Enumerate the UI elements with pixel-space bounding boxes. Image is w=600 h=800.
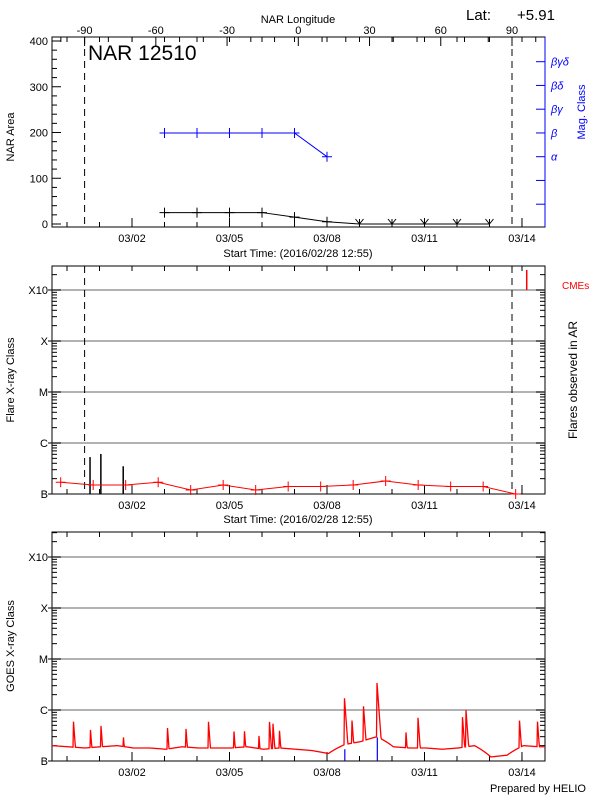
plot-frame	[51, 531, 546, 762]
panel1-y2label: Mag. Class	[576, 84, 588, 140]
flare-class-point	[380, 475, 391, 486]
y-tick-label: M	[39, 654, 48, 666]
y-tick-label: M	[39, 387, 48, 399]
x-tick-label: 03/11	[411, 500, 438, 512]
longitude-tick-label: 0	[295, 25, 301, 37]
longitude-tick-label: 30	[363, 25, 375, 37]
flare-class-point	[348, 480, 359, 491]
flare-class-point	[413, 480, 424, 491]
mag-class-point	[192, 127, 202, 138]
area-point-zero	[485, 218, 494, 225]
mag-class-point	[321, 151, 332, 162]
longitude-tick-label: 90	[506, 25, 518, 37]
area-point	[256, 207, 267, 218]
mag-class-label: βγδ	[550, 57, 570, 69]
mag-class-label: βγ	[550, 104, 564, 116]
y-tick-label: X10	[28, 285, 48, 297]
longitude-tick-label: -90	[77, 25, 93, 37]
flare-class-point	[153, 477, 164, 488]
flare-class-point	[120, 480, 131, 491]
y-tick-label: B	[41, 489, 48, 501]
area-point-zero	[452, 218, 462, 225]
x-tick-label: 03/14	[508, 500, 536, 512]
mag-class-label: βδ	[550, 80, 564, 92]
mag-class-point	[224, 127, 235, 138]
flare-class-point	[445, 481, 456, 492]
panel2-ylabel: Flare X-ray Class	[5, 337, 17, 422]
panel1-xlabel: Start Time: (2016/02/28 12:55)	[223, 248, 372, 260]
cme-label: CMEs	[562, 281, 589, 292]
y-tick-label: C	[40, 438, 48, 450]
area-point	[289, 212, 300, 223]
flare-class-point	[55, 477, 66, 488]
longitude-tick-label: 60	[435, 25, 447, 37]
area-point	[192, 207, 202, 218]
lat-label: Lat:	[466, 7, 491, 24]
region-title: NAR 12510	[88, 42, 197, 65]
panel2-y2label: Flares observed in AR	[566, 321, 580, 439]
flare-class-point	[88, 480, 99, 491]
longitude-tick-label: -30	[219, 25, 235, 37]
panel1-ylabel: NAR Area	[5, 112, 17, 162]
longitude-tick-label: -60	[148, 25, 164, 37]
mag-class-line	[164, 132, 328, 158]
credit: Prepared by HELIO	[490, 783, 586, 795]
mag-class-point	[289, 127, 300, 138]
flare-class-point	[218, 480, 229, 491]
top-axis-title: NAR Longitude	[261, 14, 336, 26]
plot-frame	[51, 265, 546, 495]
panel2-xlabel: Start Time: (2016/02/28 12:55)	[223, 514, 372, 526]
panel3-ylabel: GOES X-ray Class	[5, 600, 17, 692]
area-point-zero	[387, 218, 397, 225]
y-tick-label: X	[41, 603, 49, 615]
y-tick-label: 400	[30, 36, 48, 48]
area-point-zero	[355, 218, 364, 225]
y-tick-label: 300	[30, 82, 48, 94]
x-tick-label: 03/14	[508, 233, 536, 245]
y-tick-label: X	[41, 336, 49, 348]
area-point-zero	[420, 218, 429, 225]
x-tick-label: 03/02	[118, 500, 146, 512]
x-tick-label: 03/08	[313, 233, 341, 245]
flare-class-point	[478, 481, 489, 492]
flare-class-point	[185, 484, 196, 495]
x-tick-label: 03/02	[118, 233, 146, 245]
x-tick-label: 03/05	[216, 500, 244, 512]
x-tick-label: 03/11	[411, 233, 438, 245]
mag-class-label: α	[551, 152, 558, 164]
mag-class-point	[159, 127, 170, 138]
x-tick-label: 03/05	[216, 233, 244, 245]
x-tick-label: 03/08	[313, 500, 341, 512]
flare-class-point	[250, 484, 261, 495]
x-tick-label: 03/14	[508, 767, 536, 779]
flare-class-point	[283, 481, 294, 492]
flare-class-point	[510, 489, 521, 499]
x-tick-label: 03/05	[216, 767, 244, 779]
y-tick-label: C	[40, 705, 48, 717]
goes-flux-line	[51, 682, 545, 758]
y-tick-label: 200	[30, 128, 48, 140]
y-tick-label: 0	[42, 219, 48, 231]
area-point	[224, 207, 235, 218]
area-point	[159, 207, 170, 218]
y-tick-label: X10	[28, 552, 48, 564]
y-tick-label: 100	[30, 173, 48, 185]
x-tick-label: 03/11	[411, 767, 438, 779]
mag-class-point	[256, 127, 267, 138]
flare-class-point	[315, 481, 326, 492]
x-tick-label: 03/02	[118, 767, 146, 779]
lat-value: +5.91	[517, 7, 555, 24]
x-tick-label: 03/08	[313, 767, 341, 779]
mag-class-label: β	[550, 128, 558, 140]
area-point	[321, 216, 332, 227]
y-tick-label: B	[41, 756, 48, 768]
